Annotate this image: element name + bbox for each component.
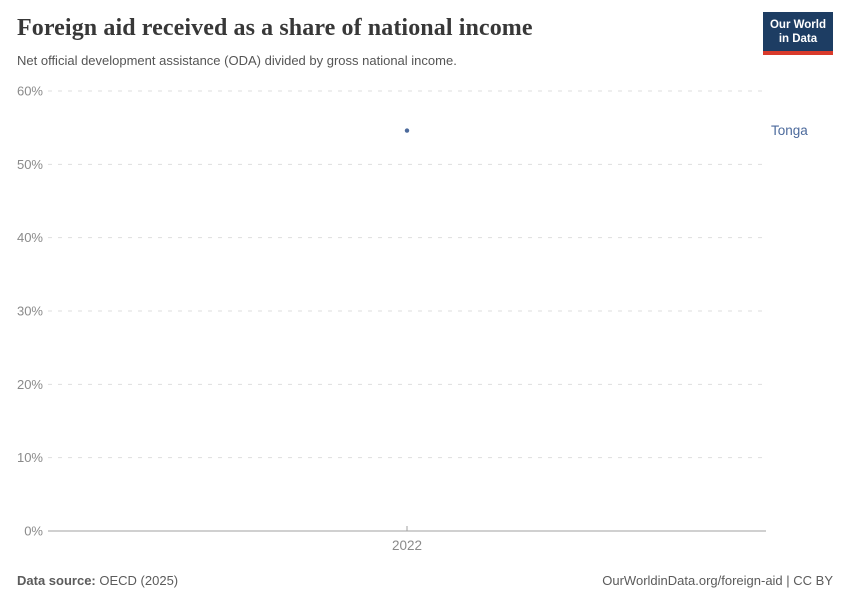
chart-canvas: 0% 10% 20% 30% 40% 50% 60% 2022 Tonga [17,84,808,554]
data-source-value: OECD (2025) [99,573,179,588]
series-label-tonga[interactable]: Tonga [771,123,808,138]
owid-logo-line2: in Data [778,33,818,45]
y-tick-label: 60% [17,84,43,99]
data-source-label: Data source: [17,573,96,588]
y-tick-label: 30% [17,304,43,319]
chart-footer: Data source: OECD (2025) OurWorldinData.… [0,573,850,588]
owid-logo[interactable]: Our World in Data [762,12,833,55]
y-tick-label: 20% [17,377,43,392]
data-source: Data source: OECD (2025) [17,573,178,588]
page-title: Foreign aid received as a share of natio… [17,15,533,41]
y-tick-label: 50% [17,157,43,172]
y-tick-label: 40% [17,230,43,245]
y-tick-label: 10% [17,450,43,465]
x-tick-label: 2022 [392,538,422,553]
y-tick-label: 0% [24,524,43,539]
owid-logo-line1: Our World [769,19,826,31]
data-point-tonga[interactable] [404,128,410,133]
chart-subtitle: Net official development assistance (ODA… [17,53,457,68]
credit-link[interactable]: OurWorldinData.org/foreign-aid | CC BY [602,573,833,588]
